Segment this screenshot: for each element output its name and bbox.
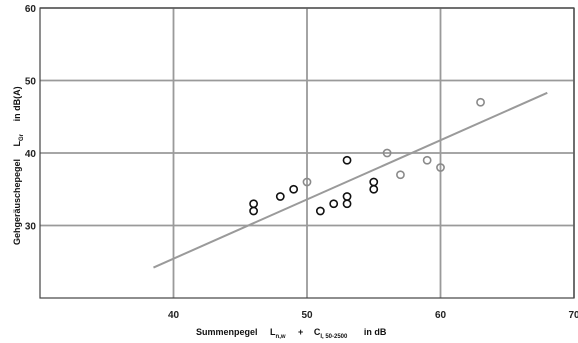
data-point (342, 155, 352, 165)
data-point (369, 184, 379, 194)
data-point (275, 192, 285, 201)
plot-frame (39, 7, 575, 299)
x-tick-label: 60 (435, 310, 447, 321)
data-points (249, 97, 485, 216)
data-point (302, 177, 312, 187)
data-point (476, 97, 485, 107)
x-tick-labels: 40 50 60 70 (168, 310, 578, 321)
data-point (396, 170, 405, 180)
data-point (436, 163, 445, 172)
data-point (249, 199, 258, 209)
data-point (342, 199, 352, 209)
x-tick-label: 50 (301, 310, 313, 321)
y-tick-label: 50 (25, 77, 37, 88)
data-point (329, 199, 339, 209)
x-tick-label: 70 (568, 310, 578, 321)
data-point (422, 155, 432, 165)
y-axis-label: Gehgeräuschepegel LGr in dB(A) (12, 86, 25, 245)
data-point (249, 206, 258, 216)
trendline (153, 91, 548, 269)
trendline-group (153, 91, 548, 269)
grid-lines (40, 7, 575, 298)
y-tick-label: 60 (25, 4, 37, 15)
y-tick-label: 30 (25, 222, 37, 233)
data-point (289, 184, 299, 194)
y-tick-label: 40 (25, 149, 37, 160)
data-point (342, 192, 352, 201)
data-point (369, 177, 379, 187)
data-point (382, 148, 392, 158)
y-tick-labels: 30 40 50 60 (25, 4, 37, 233)
x-axis-label: Summenpegel Ln,w + CI, 50-2500 in dB (196, 327, 387, 340)
data-point (315, 206, 325, 216)
x-tick-label: 40 (168, 310, 180, 321)
